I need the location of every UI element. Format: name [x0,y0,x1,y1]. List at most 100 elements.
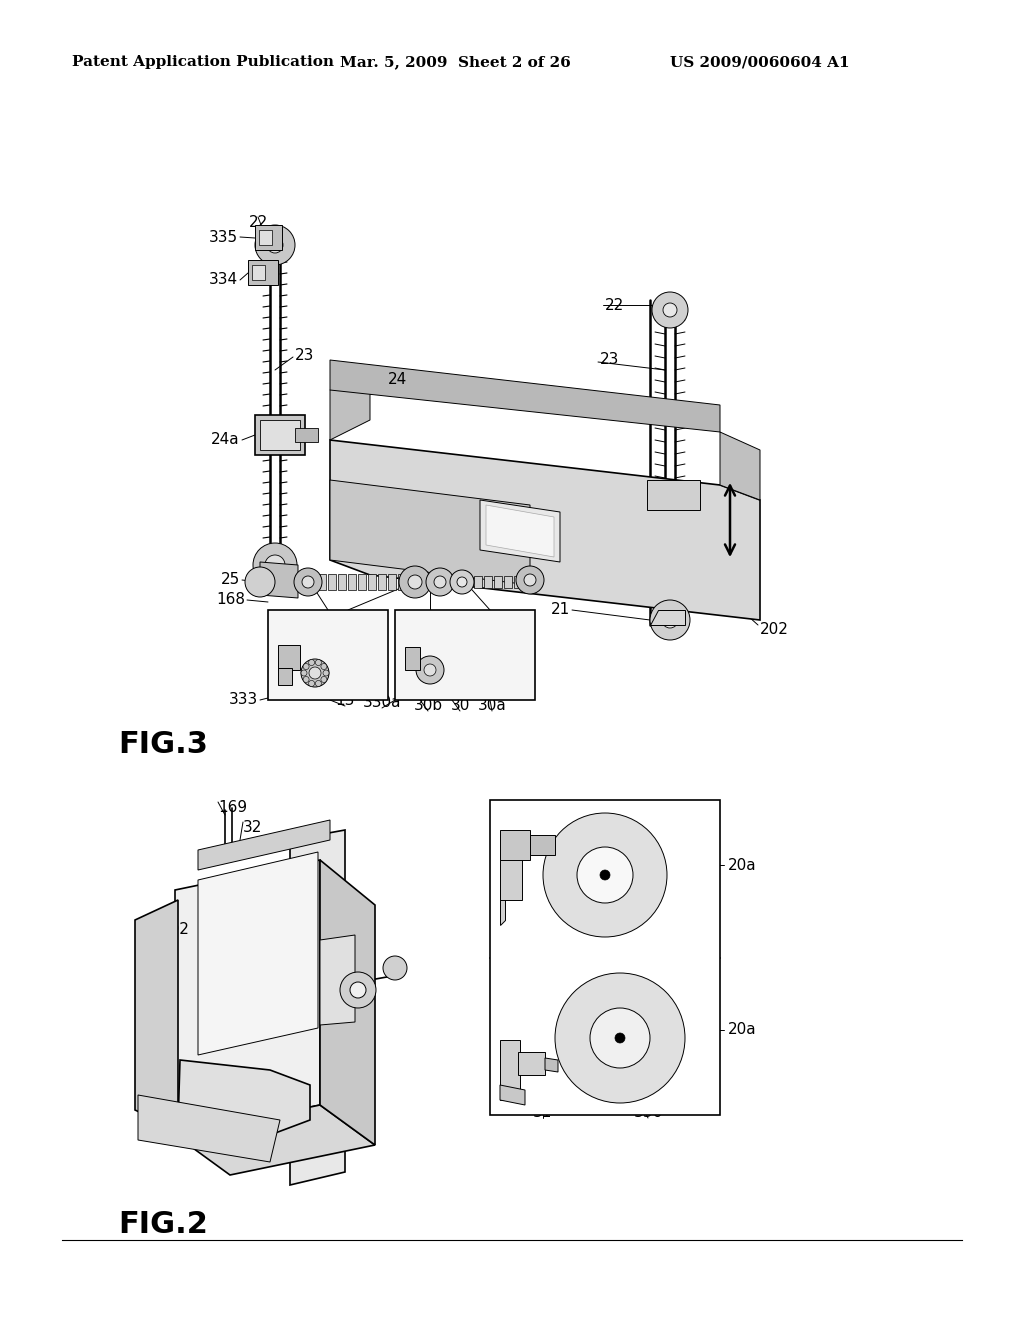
Circle shape [383,956,407,979]
Circle shape [315,681,322,686]
Polygon shape [319,861,375,1144]
Polygon shape [484,576,492,587]
Circle shape [577,847,633,903]
Polygon shape [338,574,346,590]
Polygon shape [260,420,300,450]
Text: 23: 23 [600,352,620,367]
Circle shape [524,574,536,586]
Polygon shape [378,574,386,590]
Circle shape [267,238,283,253]
Polygon shape [500,890,505,925]
Polygon shape [500,850,522,900]
Circle shape [543,813,667,937]
Polygon shape [268,610,388,700]
Polygon shape [260,562,298,598]
Polygon shape [500,830,530,861]
Polygon shape [255,224,282,249]
Polygon shape [330,370,370,440]
Circle shape [650,601,690,640]
Text: 202: 202 [760,623,788,638]
Polygon shape [178,1060,310,1135]
Circle shape [340,972,376,1008]
Text: 202: 202 [161,923,190,937]
Text: 30b: 30b [414,698,442,713]
Text: 20a: 20a [728,1023,757,1038]
Circle shape [426,568,454,597]
Polygon shape [290,830,345,1185]
Polygon shape [278,668,292,685]
Circle shape [308,660,314,665]
Polygon shape [647,480,700,510]
Text: 21: 21 [551,602,570,618]
Polygon shape [138,1096,280,1162]
Circle shape [301,671,307,676]
Text: 22: 22 [249,215,267,230]
Circle shape [315,660,322,665]
Polygon shape [398,574,406,590]
Circle shape [301,659,329,686]
Circle shape [303,664,309,669]
Circle shape [457,577,467,587]
Circle shape [434,576,446,587]
Text: 333: 333 [228,693,258,708]
Polygon shape [406,647,420,671]
Text: 13: 13 [335,693,354,708]
Polygon shape [490,800,720,1115]
Polygon shape [530,836,555,855]
Polygon shape [395,610,535,700]
Text: Mar. 5, 2009  Sheet 2 of 26: Mar. 5, 2009 Sheet 2 of 26 [340,55,570,69]
Polygon shape [514,576,522,587]
Circle shape [590,1008,650,1068]
Circle shape [321,676,327,682]
Polygon shape [259,230,272,246]
Circle shape [350,982,366,998]
Polygon shape [518,1052,545,1074]
Text: 335: 335 [209,230,238,244]
Circle shape [408,576,422,589]
Polygon shape [319,935,355,1026]
Polygon shape [408,574,416,590]
Text: 30a: 30a [477,698,507,713]
Text: Patent Application Publication: Patent Application Publication [72,55,334,69]
Polygon shape [358,574,366,590]
Polygon shape [252,265,265,280]
Polygon shape [198,851,318,1055]
Polygon shape [175,861,319,1135]
Polygon shape [330,480,530,585]
Polygon shape [198,820,330,870]
Circle shape [424,664,436,676]
Polygon shape [278,645,300,671]
Text: FIG.3: FIG.3 [118,730,208,759]
Circle shape [516,566,544,594]
Polygon shape [500,1085,525,1105]
Text: 24: 24 [388,372,408,388]
Circle shape [663,304,677,317]
Polygon shape [295,428,318,442]
Text: 168: 168 [216,593,245,607]
Text: 24a: 24a [211,433,240,447]
Polygon shape [545,1059,558,1072]
Text: 330a: 330a [362,696,401,710]
Circle shape [308,681,314,686]
Text: US 2009/0060604 A1: US 2009/0060604 A1 [670,55,850,69]
Polygon shape [368,574,376,590]
Text: 22: 22 [605,297,625,313]
Polygon shape [524,576,532,587]
Circle shape [600,870,610,880]
Polygon shape [318,574,326,590]
Circle shape [294,568,322,597]
Polygon shape [330,360,720,432]
Text: 25: 25 [221,573,240,587]
Polygon shape [480,500,560,562]
Text: 169: 169 [218,800,247,814]
Circle shape [303,676,309,682]
Circle shape [323,671,329,676]
Polygon shape [500,1040,520,1100]
Circle shape [265,554,285,576]
Polygon shape [720,432,760,500]
Text: 30: 30 [451,698,470,713]
Text: 32: 32 [243,820,262,836]
Text: 330b: 330b [400,537,439,553]
Text: 23: 23 [295,347,314,363]
Circle shape [416,656,444,684]
